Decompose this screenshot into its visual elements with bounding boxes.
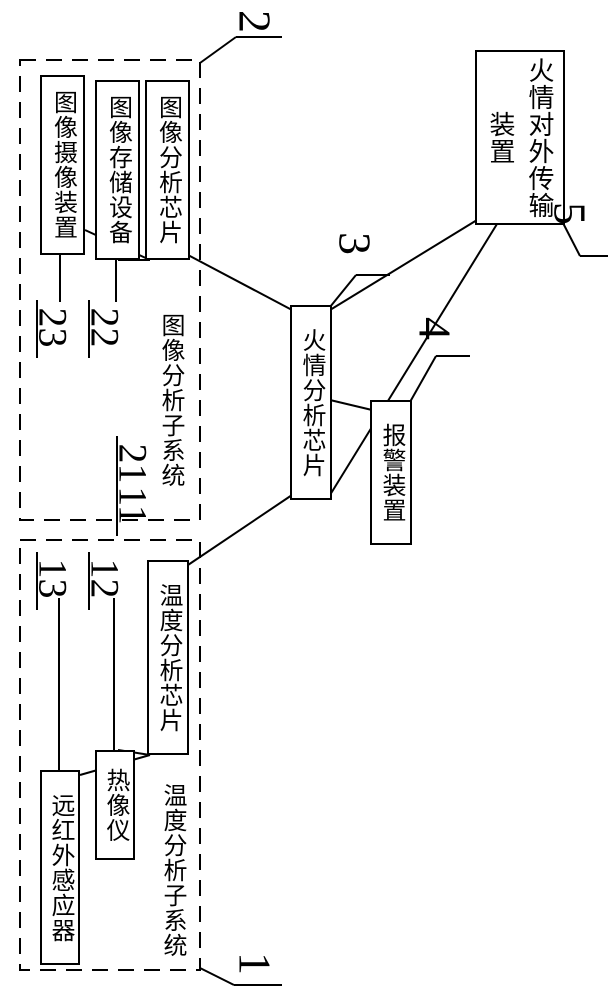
callout-n23: 23 <box>30 299 77 357</box>
label-far_ir: 远红外感应器 <box>42 793 78 943</box>
box-img_store: 图像存储设备 <box>95 80 140 260</box>
label-img_camera: 图像摄像装置 <box>45 90 81 240</box>
box-thermal: 热像仪 <box>95 750 135 860</box>
callout-n12: 12 <box>82 550 129 608</box>
callout-n4: 4 <box>408 310 461 348</box>
box-img_chip: 图像分析芯片 <box>145 80 190 260</box>
box-temp_sys_lbl: 温度分析子系统 <box>147 780 197 960</box>
box-img_camera: 图像摄像装置 <box>40 75 85 255</box>
label-img_sys_lbl: 图像分析子系统 <box>152 313 188 488</box>
label-img_store: 图像存储设备 <box>100 95 136 245</box>
box-fire_chip: 火情分析芯片 <box>290 305 332 500</box>
label-thermal: 热像仪 <box>97 768 133 843</box>
label-temp_chip: 温度分析芯片 <box>150 583 186 733</box>
callout-n11: 11 <box>110 477 157 535</box>
label-fire_chip: 火情分析芯片 <box>293 328 329 478</box>
callout-n2: 2 <box>228 3 281 41</box>
callout-n13: 13 <box>30 550 77 608</box>
callout-n3: 3 <box>328 225 381 263</box>
callout-n5: 5 <box>543 195 596 233</box>
box-alarm: 报警装置 <box>370 400 412 545</box>
diagram-stage: 图像摄像装置图像存储设备图像分析芯片图像分析子系统远红外感应器热像仪温度分析芯片… <box>0 0 610 1000</box>
label-img_chip: 图像分析芯片 <box>150 95 186 245</box>
callout-n1: 1 <box>228 945 281 983</box>
box-temp_chip: 温度分析芯片 <box>147 560 189 755</box>
callout-n22: 22 <box>82 299 129 357</box>
label-alarm: 报警装置 <box>373 423 409 523</box>
box-far_ir: 远红外感应器 <box>40 770 80 965</box>
label-temp_sys_lbl: 温度分析子系统 <box>154 783 190 958</box>
